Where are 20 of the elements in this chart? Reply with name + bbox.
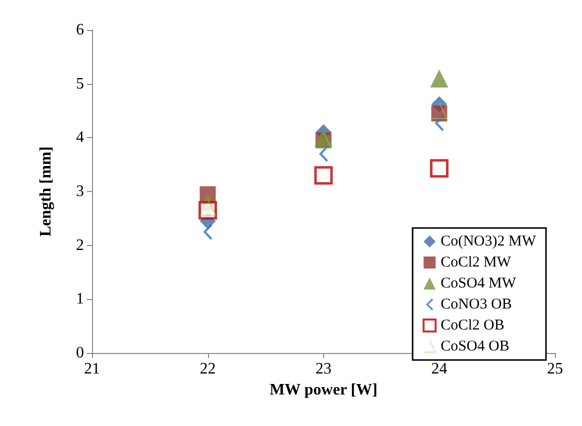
legend-label: Co(NO3)2 MW — [440, 234, 537, 250]
y-tick-label: 2 — [76, 236, 84, 254]
legend-label: CoSO4 MW — [440, 276, 517, 292]
x-tick-label: 21 — [84, 360, 100, 378]
x-tick-label: 22 — [200, 360, 216, 378]
x-tick-label: 23 — [316, 360, 332, 378]
x-tick-label: 24 — [431, 360, 448, 378]
y-tick-label: 3 — [76, 183, 84, 200]
x-tick-label: 25 — [547, 360, 563, 378]
y-tick-label: 5 — [76, 75, 84, 92]
y-tick-label: 0 — [76, 344, 84, 362]
legend-label: CoSO4 OB — [440, 338, 510, 354]
legend-label: CoNO3 OB — [440, 296, 512, 312]
x-axis-title: MW power [W] — [270, 381, 378, 398]
legend-label: CoCl2 OB — [440, 318, 504, 334]
legend-label: CoCl2 MW — [440, 254, 512, 270]
y-tick-label: 1 — [76, 290, 84, 308]
y-tick-label: 4 — [76, 129, 84, 146]
y-axis-title: Length [mm] — [38, 146, 54, 237]
y-tick-label: 6 — [76, 22, 84, 38]
